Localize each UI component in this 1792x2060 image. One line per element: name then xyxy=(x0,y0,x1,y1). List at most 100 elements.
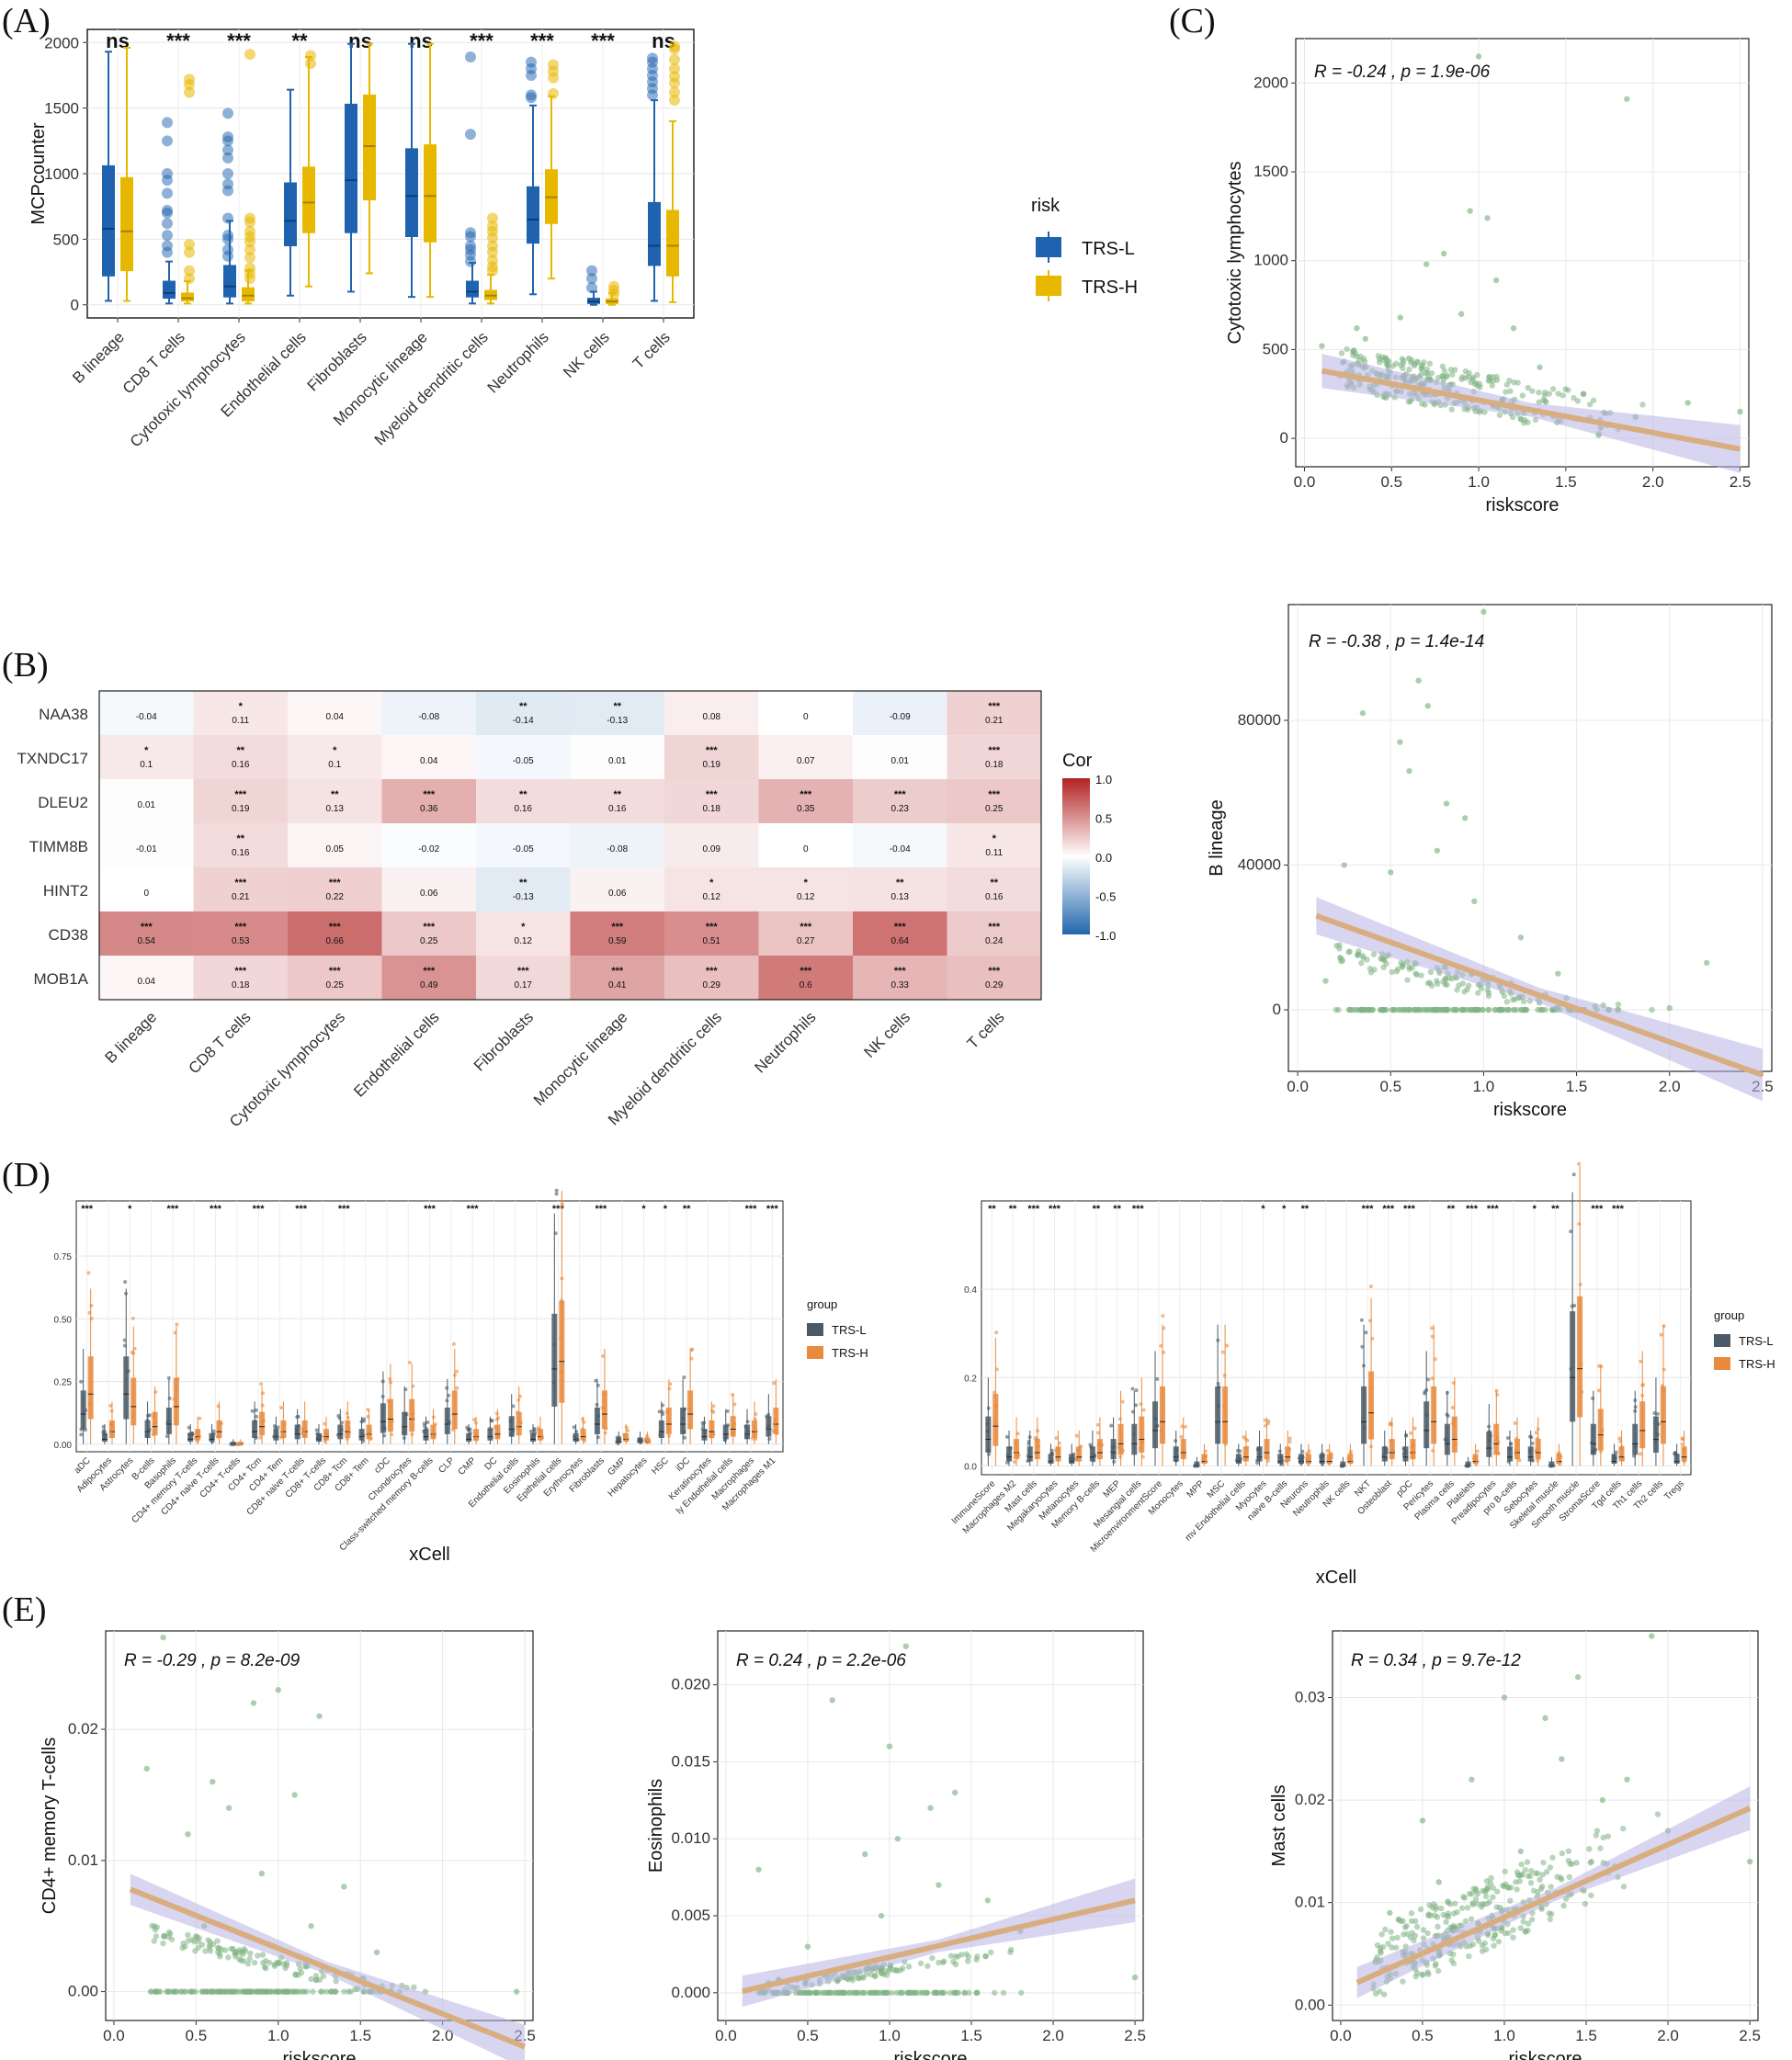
scatter-point xyxy=(1484,1885,1491,1893)
x-tick-label: 2.0 xyxy=(1657,2027,1679,2044)
scatter-point xyxy=(1580,390,1587,397)
jitter-point xyxy=(658,1432,663,1437)
box xyxy=(648,201,661,266)
y-tick-label: 0.75 xyxy=(54,1252,73,1262)
heatmap-cell-value: 0.1 xyxy=(140,760,153,770)
jitter-point xyxy=(250,1409,255,1413)
scatter-point xyxy=(1485,1006,1491,1013)
jitter-point xyxy=(1390,1448,1395,1453)
scatter-point xyxy=(1406,355,1412,362)
jitter-point xyxy=(1201,1455,1206,1460)
heatmap-cell xyxy=(381,956,476,1000)
jitter-point xyxy=(260,1403,265,1408)
scatter-point xyxy=(872,1973,879,1979)
box xyxy=(280,1420,287,1438)
box xyxy=(284,182,297,246)
jitter-point xyxy=(494,1411,499,1416)
x-tick-label: Cytotoxic lymphocytes xyxy=(127,328,249,450)
heatmap-cell xyxy=(99,867,194,911)
scatter-point xyxy=(1594,1828,1601,1834)
scatter-point xyxy=(1474,1890,1481,1897)
box xyxy=(1660,1386,1666,1444)
correlation-annotation: R = 0.34 , p = 9.7e-12 xyxy=(1351,1651,1521,1670)
jitter-point xyxy=(361,1433,366,1438)
scatter-point xyxy=(198,1988,205,1995)
heatmap-cell-value: -0.09 xyxy=(890,712,911,722)
heatmap-cell xyxy=(947,735,1041,779)
scatter-point xyxy=(247,1950,254,1957)
jitter-point xyxy=(1068,1456,1072,1461)
jitter-point xyxy=(1196,1464,1200,1468)
heatmap-cell-value: -0.05 xyxy=(513,756,534,766)
legend-label: TRS-L xyxy=(832,1323,867,1337)
jitter-point xyxy=(1222,1404,1227,1409)
x-tick-label: 1.5 xyxy=(1566,1078,1588,1095)
jitter-point xyxy=(1117,1417,1122,1421)
jitter-point xyxy=(689,1356,694,1361)
jitter-point xyxy=(445,1386,449,1390)
heatmap-col-label: T cells xyxy=(964,1008,1008,1052)
scatter-point xyxy=(246,1955,253,1963)
heatmap-cell-value: -0.14 xyxy=(513,716,534,726)
scatter-point xyxy=(1404,977,1411,983)
scatter-point xyxy=(1440,250,1447,257)
scatter-point xyxy=(1418,371,1424,378)
jitter-point xyxy=(1161,1314,1165,1319)
scatter-point xyxy=(1400,1978,1406,1985)
y-axis-title: Mast cells xyxy=(1269,1785,1289,1867)
jitter-point xyxy=(1487,1445,1491,1450)
outlier-point xyxy=(184,86,195,98)
scatter-point xyxy=(1582,1900,1589,1907)
heatmap-cell-value: 0.59 xyxy=(608,936,627,946)
significance-label: *** xyxy=(338,1204,351,1215)
jitter-point xyxy=(986,1448,991,1453)
scatter-point xyxy=(210,1941,217,1948)
x-tick-label: 0.5 xyxy=(1412,2027,1434,2044)
box xyxy=(1180,1439,1186,1460)
box xyxy=(380,1403,386,1433)
jitter-point xyxy=(1340,1464,1344,1468)
jitter-point xyxy=(1153,1417,1158,1421)
scatter-point xyxy=(1649,1633,1655,1639)
heatmap-cell-value: 0.25 xyxy=(326,980,345,990)
x-tick-label: 0.0 xyxy=(715,2027,737,2044)
box xyxy=(402,1411,408,1436)
scatter-point xyxy=(1538,1883,1546,1890)
jitter-point xyxy=(600,1406,605,1410)
jitter-point xyxy=(1659,1332,1663,1337)
jitter-point xyxy=(465,1425,470,1430)
significance-label: *** xyxy=(295,1204,308,1215)
scatter-point xyxy=(1389,1944,1395,1951)
heatmap-col-label: B lineage xyxy=(102,1008,161,1067)
scatter-point xyxy=(250,1700,257,1706)
scatter-point xyxy=(808,1989,814,1997)
outlier-point xyxy=(162,218,173,230)
scatter-point xyxy=(932,1989,938,1997)
heatmap-cell xyxy=(664,867,759,911)
scatter-point xyxy=(310,1988,316,1995)
jitter-point xyxy=(1662,1367,1666,1372)
jitter-point xyxy=(517,1394,522,1398)
scatter-point xyxy=(1490,374,1496,380)
x-tick-label: Fibroblasts xyxy=(304,328,370,394)
scatter-point xyxy=(1565,1848,1571,1854)
box xyxy=(424,144,437,243)
jitter-point xyxy=(1287,1447,1292,1452)
heatmap-cell xyxy=(758,735,853,779)
jitter-point xyxy=(279,1405,284,1409)
jitter-point xyxy=(1388,1422,1392,1427)
heatmap-cell-stars: * xyxy=(521,922,526,933)
jitter-point xyxy=(533,1431,538,1435)
heatmap-cell-value: 0.27 xyxy=(797,936,815,946)
box xyxy=(1076,1446,1083,1462)
scatter-point xyxy=(1457,311,1465,317)
scatter-point xyxy=(1474,1006,1481,1013)
jitter-point xyxy=(1488,1438,1492,1443)
jitter-point xyxy=(347,1430,352,1434)
jitter-point xyxy=(390,1419,394,1423)
scatter-point xyxy=(1428,369,1435,377)
box xyxy=(494,1424,501,1440)
jitter-point xyxy=(315,1432,320,1436)
scatter-point xyxy=(1435,1879,1442,1885)
y-tick-label: 0.005 xyxy=(671,1907,710,1924)
